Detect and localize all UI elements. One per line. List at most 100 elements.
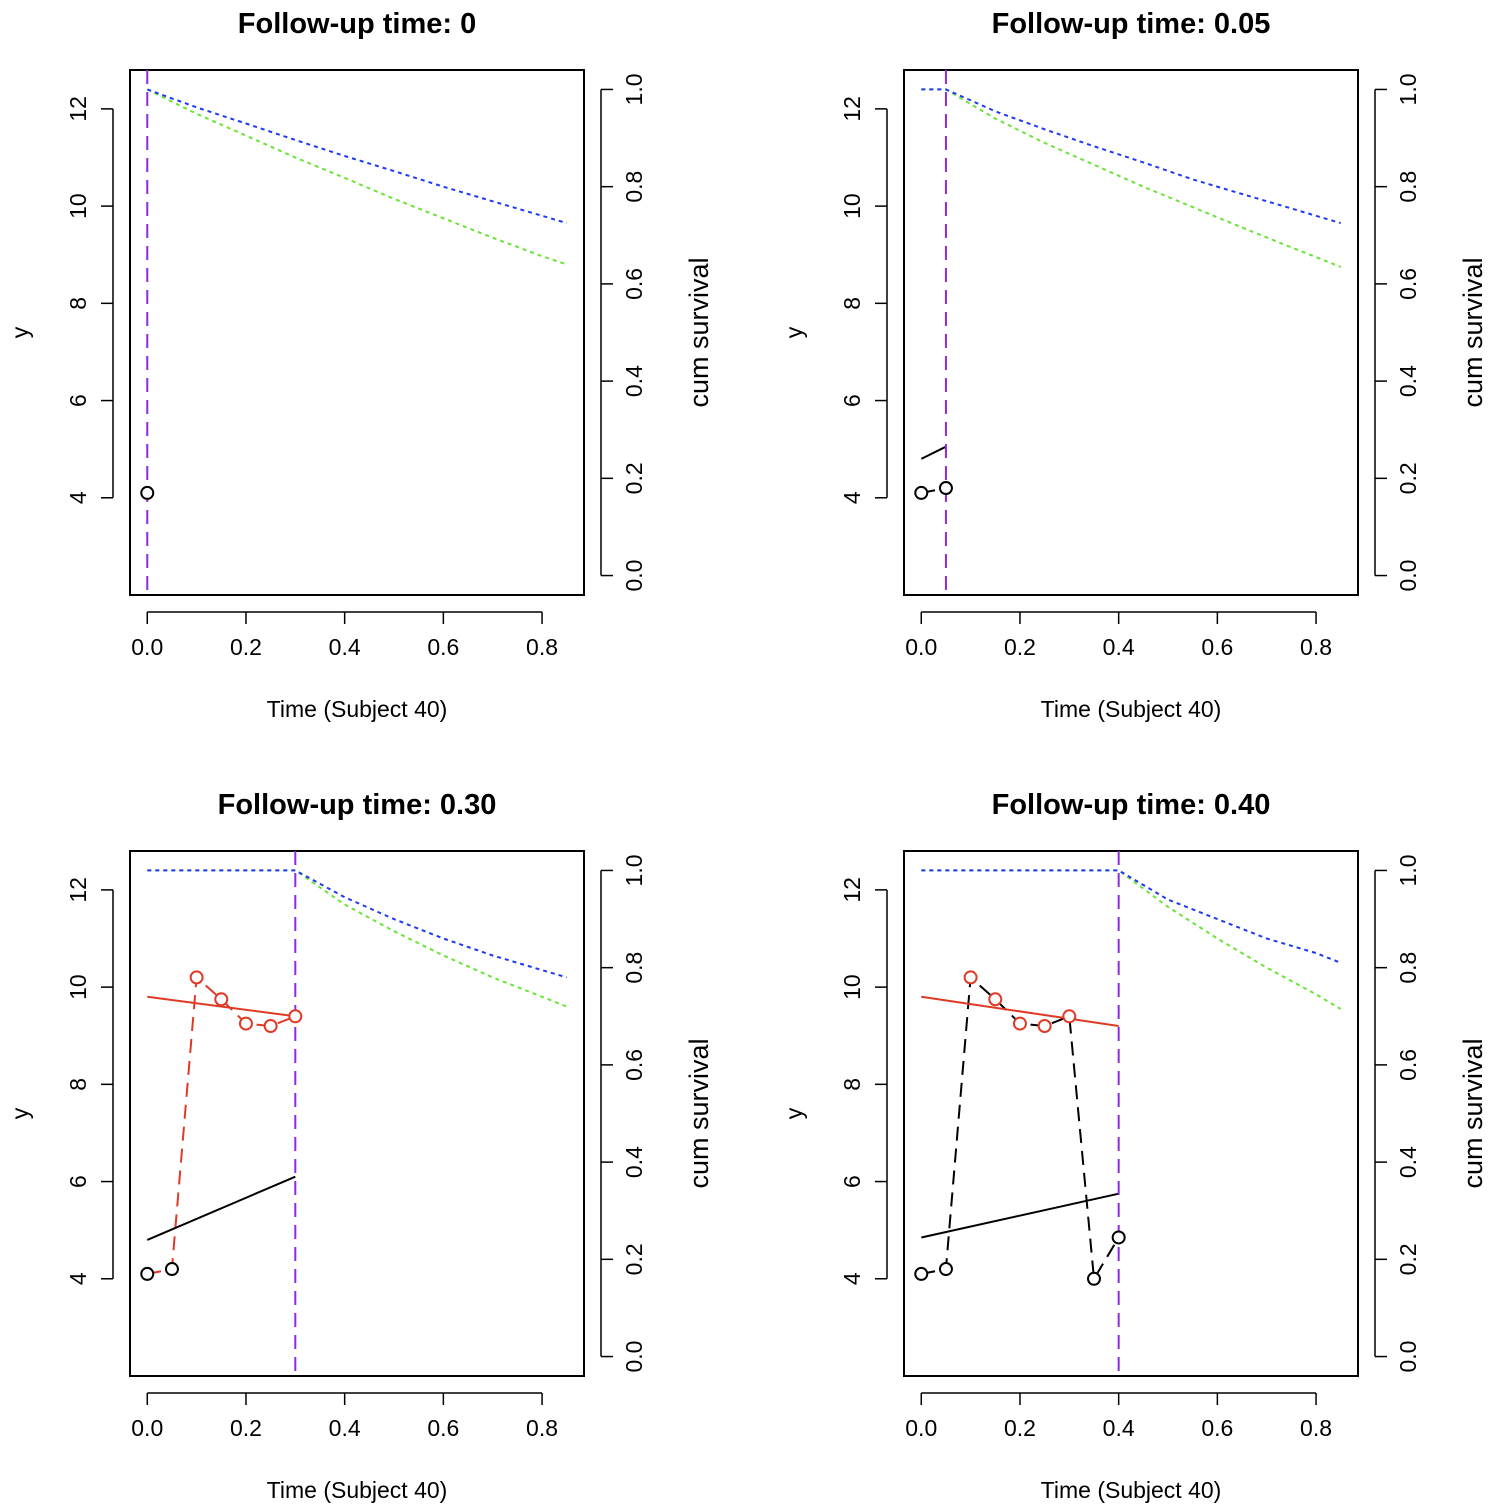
observation-point-black [140,485,155,500]
panel-2: Follow-up time: 0.05 0.0 0.2 0.4 0.6 0.8 Time … [781,8,1488,722]
y2-tick-label: 0.0 [621,1341,647,1373]
observation-point-black [140,1266,155,1281]
panel-1: Follow-up time: 0 0.0 0.2 0.4 0.6 0.8 Time (Su… [7,8,714,722]
fitted-line-black [146,1175,296,1241]
y-axis-label: y [7,326,33,338]
y-tick-label: 6 [65,394,91,407]
x-tick-label: 0.4 [329,1415,361,1441]
x-tick-label: 0.0 [905,1415,937,1441]
observation-point-red [189,970,204,985]
observation-point-red [1012,1016,1027,1031]
fitted-line-red [921,995,1119,1027]
y-tick-label: 8 [839,297,865,310]
x-tick-label: 0.4 [1103,634,1135,660]
y2-axis-label: cum survival [684,1038,714,1188]
observation-point-red [214,992,229,1007]
x-axis-label: Time (Subject 40) [1041,696,1222,722]
y2-tick-label: 0.8 [621,171,647,203]
y2-tick-label: 0.8 [1395,952,1421,984]
x-tick-label: 0.0 [905,634,937,660]
panel-3: Follow-up time: 0.30 0.0 0.2 0.4 0.6 0.8 Time … [7,789,714,1503]
y2-tick-label: 0.2 [621,1243,647,1275]
fitted-line-red [147,995,296,1018]
observation-point-black [1086,1271,1101,1286]
x-tick-label: 0.4 [329,634,361,660]
y2-tick-label: 1.0 [1395,73,1421,105]
y2-tick-label: 0.0 [621,560,647,592]
y2-tick-label: 0.8 [1395,171,1421,203]
y-tick-label: 10 [65,193,91,219]
y-tick-label: 10 [839,193,865,219]
panel-title: Follow-up time: 0.30 [218,789,497,821]
survival-curve-green [147,869,568,1008]
y-tick-label: 6 [839,394,865,407]
survival-curve-blue [146,88,567,225]
observation-point-red [1037,1019,1052,1033]
y-tick-label: 10 [65,974,91,1000]
y-tick-label: 4 [65,491,91,504]
x-tick-label: 0.2 [1004,634,1036,660]
y2-axis-label: cum survival [684,257,714,407]
fitted-line-black [921,1192,1119,1239]
observation-point-black [938,481,953,496]
y2-tick-label: 0.8 [621,952,647,984]
panel-title: Follow-up time: 0.05 [992,8,1271,40]
observation-point-black [914,485,929,500]
y-tick-label: 12 [65,96,91,122]
y2-tick-label: 1.0 [1395,854,1421,886]
observation-point-red [963,970,978,985]
x-tick-label: 0.2 [1004,1415,1036,1441]
x-tick-label: 0.8 [1300,1415,1332,1441]
y2-tick-label: 0.6 [621,1049,647,1081]
y2-tick-label: 1.0 [621,854,647,886]
observation-point-black [914,1266,929,1281]
survival-curve-green [921,88,1342,268]
y2-tick-label: 0.2 [1395,462,1421,494]
y-tick-label: 8 [65,297,91,310]
y-tick-label: 6 [839,1175,865,1188]
observation-point-black [938,1262,953,1277]
y2-tick-label: 0.6 [621,268,647,300]
observation-point-black [164,1262,179,1277]
y-tick-label: 8 [839,1078,865,1091]
x-axis-label: Time (Subject 40) [267,696,448,722]
observation-point-red [263,1019,278,1033]
panel-title: Follow-up time: 0 [238,8,476,40]
plot-frame [129,850,585,1377]
plot-frame [903,850,1359,1377]
x-tick-label: 0.0 [131,1415,163,1441]
x-tick-label: 0.2 [230,1415,262,1441]
y2-tick-label: 0.0 [1395,560,1421,592]
x-tick-label: 0.6 [1201,634,1233,660]
y2-tick-label: 0.4 [621,365,647,397]
y-tick-label: 12 [65,877,91,903]
x-tick-label: 0.2 [230,634,262,660]
survival-curve-green [146,88,568,266]
survival-curve-blue [921,869,1342,964]
y-tick-label: 10 [839,974,865,1000]
x-tick-label: 0.6 [427,634,459,660]
survival-curve-blue [921,88,1341,225]
x-tick-label: 0.8 [526,1415,558,1441]
survival-curve-blue [147,869,567,979]
x-tick-label: 0.0 [131,634,163,660]
y-axis-label: y [781,1107,807,1119]
panel-4: Follow-up time: 0.40 0.0 0.2 0.4 0.6 0.8 Time … [781,789,1488,1503]
observation-point-black [1111,1230,1126,1245]
y2-tick-label: 0.4 [621,1146,647,1178]
panel-title: Follow-up time: 0.40 [992,789,1271,821]
y2-axis-label: cum survival [1458,257,1488,407]
x-axis-label: Time (Subject 40) [1041,1477,1222,1503]
y2-tick-label: 0.4 [1395,365,1421,397]
x-tick-label: 0.8 [526,634,558,660]
y-tick-label: 4 [839,1272,865,1285]
x-axis-label: Time (Subject 40) [267,1477,448,1503]
x-tick-label: 0.6 [1201,1415,1233,1441]
x-tick-label: 0.4 [1103,1415,1135,1441]
observation-point-red [1062,1009,1077,1024]
y-tick-label: 6 [65,1175,91,1188]
y2-tick-label: 0.6 [1395,268,1421,300]
x-tick-label: 0.8 [1300,634,1332,660]
y2-tick-label: 1.0 [621,73,647,105]
